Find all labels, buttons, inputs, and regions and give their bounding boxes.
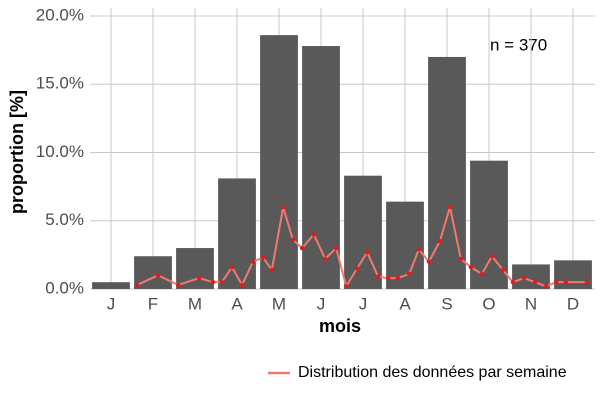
bar xyxy=(92,282,130,289)
weekly-point xyxy=(229,264,235,270)
weekly-point xyxy=(416,247,422,252)
legend-label: Distribution des données par semaine xyxy=(298,364,567,381)
x-tick-label: S xyxy=(441,294,452,313)
weekly-point xyxy=(395,275,401,281)
bar xyxy=(176,248,214,289)
weekly-point xyxy=(197,275,202,281)
x-tick-label: J xyxy=(359,294,368,313)
weekly-point xyxy=(365,249,370,255)
bar xyxy=(218,178,256,289)
y-tick-label: 10.0% xyxy=(36,142,84,161)
x-axis-title: mois xyxy=(319,316,361,336)
y-axis-title: proportion [%] xyxy=(7,90,27,214)
weekly-point xyxy=(521,275,527,281)
weekly-point xyxy=(375,274,381,279)
weekly-point xyxy=(437,239,443,244)
weekly-point xyxy=(176,282,181,288)
weekly-point xyxy=(354,266,360,271)
y-tick-label: 5.0% xyxy=(45,210,84,229)
weekly-point xyxy=(500,267,506,273)
weekly-point xyxy=(479,271,485,277)
weekly-point xyxy=(333,245,339,251)
weekly-point xyxy=(344,284,349,289)
weekly-point xyxy=(554,279,559,285)
x-tick-label: M xyxy=(188,294,202,313)
weekly-point xyxy=(269,267,275,273)
weekly-point xyxy=(543,284,549,289)
weekly-point xyxy=(239,282,245,288)
annotation: n = 370 xyxy=(490,35,547,54)
weekly-line xyxy=(136,206,587,289)
weekly-point xyxy=(134,282,140,288)
x-tick-label: D xyxy=(567,294,579,313)
x-tick-label: O xyxy=(482,294,495,313)
weekly-point xyxy=(563,279,569,285)
weekly-point xyxy=(281,204,286,210)
weekly-point xyxy=(299,245,305,251)
weekly-point xyxy=(510,279,516,285)
weekly-point xyxy=(323,256,328,262)
weekly-point xyxy=(155,273,161,278)
x-tick-label: F xyxy=(148,294,158,313)
weekly-point xyxy=(250,259,256,264)
weekly-point xyxy=(219,279,225,285)
weekly-point xyxy=(260,255,266,260)
x-tick-label: N xyxy=(525,294,537,313)
weekly-point xyxy=(290,237,296,243)
bar xyxy=(554,260,592,289)
weekly-point xyxy=(489,254,495,259)
x-tick-label: A xyxy=(399,294,411,313)
x-tick-label: A xyxy=(231,294,243,313)
bar xyxy=(302,46,340,289)
x-tick-label: J xyxy=(317,294,326,313)
weekly-point xyxy=(407,271,412,277)
x-tick-label: M xyxy=(272,294,286,313)
weekly-point xyxy=(584,279,590,285)
x-tick-label: J xyxy=(107,294,116,313)
weekly-point xyxy=(386,275,391,281)
weekly-point xyxy=(311,232,317,237)
weekly-point xyxy=(447,204,453,210)
weekly-point xyxy=(468,264,474,270)
weekly-point xyxy=(533,279,538,285)
bar xyxy=(260,35,298,289)
weekly-point xyxy=(426,259,432,264)
weekly-point xyxy=(458,256,464,262)
y-tick-label: 0.0% xyxy=(45,278,84,297)
weekly-point xyxy=(210,279,216,285)
y-tick-label: 20.0% xyxy=(36,5,84,24)
y-tick-label: 15.0% xyxy=(36,74,84,93)
